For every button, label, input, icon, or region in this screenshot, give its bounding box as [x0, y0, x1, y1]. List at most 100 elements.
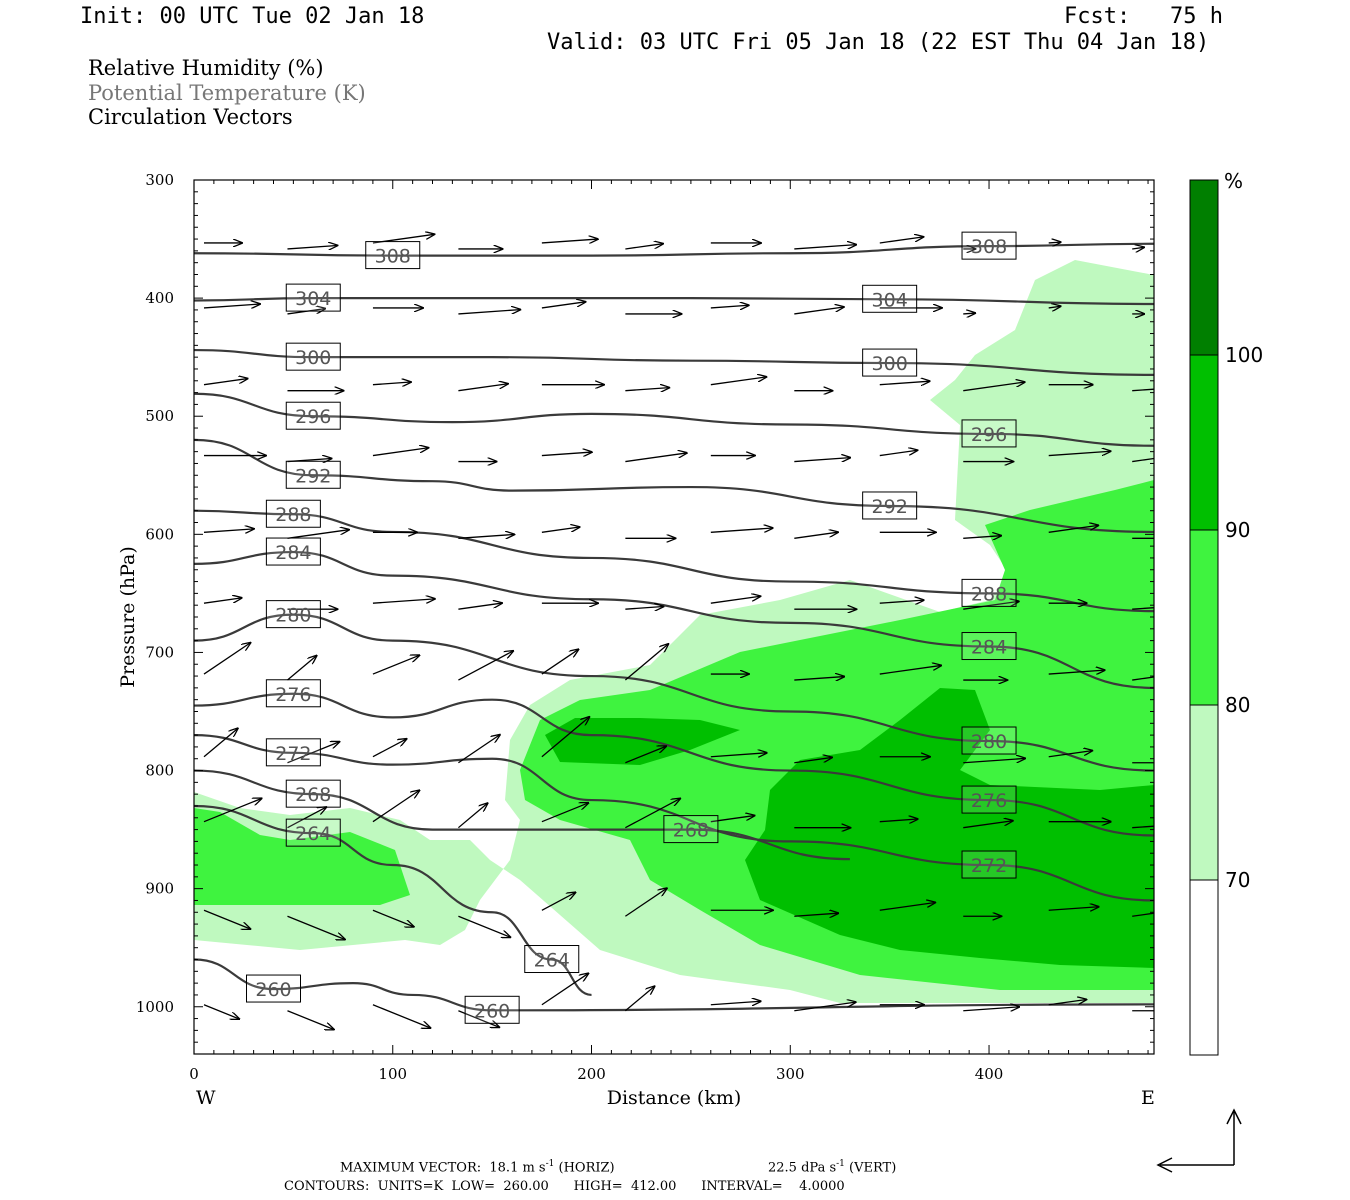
circulation-vector — [541, 717, 589, 758]
circulation-vector — [203, 728, 238, 758]
circulation-vector — [541, 803, 588, 823]
colorbar-level-90: 90 — [1225, 518, 1250, 542]
circulation-vector — [710, 528, 773, 533]
theta-contour-264 — [194, 804, 592, 997]
theta-contour-label-text: 284 — [275, 542, 311, 564]
circulation-vector — [541, 649, 578, 675]
circulation-vector — [794, 458, 850, 462]
footer-max-vector-vert: 22.5 dPa s-1 (VERT) — [768, 1160, 897, 1176]
theta-contour-308 — [194, 242, 1154, 257]
forecast-hour: Fcst: 75 h — [1064, 4, 1223, 29]
circulation-vector — [710, 305, 749, 308]
circulation-vector — [625, 607, 663, 610]
circulation-vector — [625, 746, 666, 764]
circulation-vector — [710, 753, 767, 757]
circulation-vector — [963, 313, 975, 314]
theta-contour-label-268: 268 — [663, 815, 719, 844]
theta-contour-284 — [194, 550, 1154, 689]
theta-contour-label-text: 296 — [295, 406, 331, 428]
x-tick-label: 400 — [975, 1065, 1004, 1083]
circulation-vector — [794, 677, 844, 680]
theta-contour-label-308: 308 — [365, 241, 421, 270]
theta-contour-label-296: 296 — [285, 401, 341, 430]
theta-contour-292 — [194, 438, 1154, 534]
circulation-vector — [458, 384, 508, 392]
theta-contour-label-text: 308 — [971, 236, 1007, 258]
init-time: Init: 00 UTC Tue 02 Jan 18 — [80, 4, 425, 29]
circulation-vector — [372, 382, 411, 385]
theta-contour-label-text: 296 — [971, 424, 1007, 446]
theta-contour-label-300: 300 — [285, 342, 341, 371]
x-tick-label: 100 — [378, 1065, 407, 1083]
theta-contour-label-text: 276 — [275, 684, 311, 706]
theta-contour-288 — [194, 509, 1154, 613]
colorbar-level-80: 80 — [1225, 693, 1250, 717]
circulation-vector — [203, 598, 242, 604]
circulation-vector — [1132, 388, 1154, 392]
circulation-vector — [879, 450, 918, 457]
rh-90-100-region — [745, 688, 1154, 968]
circulation-vector — [794, 245, 856, 250]
theta-contour-280 — [194, 613, 1154, 772]
theta-contour-304 — [194, 297, 1154, 306]
circulation-vector — [625, 799, 680, 829]
circulation-vector — [541, 239, 598, 243]
footer-max-vector: MAXIMUM VECTOR: 18.1 m s-1 (HORIZ) — [340, 1159, 615, 1176]
theta-contour-label-280: 280 — [961, 726, 1017, 755]
colorbar-level-100: 100 — [1225, 343, 1263, 367]
circulation-vector — [710, 596, 761, 604]
colorbar-swatch-below-70 — [1190, 880, 1218, 1055]
circulation-vector — [203, 1004, 239, 1019]
colorbar-frame — [1189, 179, 1219, 1056]
valid-time: Valid: 03 UTC Fri 05 Jan 18 (22 EST Thu … — [547, 30, 1210, 55]
theta-contour-label-264: 264 — [524, 945, 580, 974]
circulation-vector — [1132, 912, 1154, 917]
circulation-vector — [963, 821, 1013, 829]
circulation-vector — [541, 302, 586, 309]
circulation-vector — [372, 1004, 430, 1028]
theta-contour-label-276: 276 — [961, 785, 1017, 814]
max-vector-label: MAXIMUM VECTOR: — [340, 1160, 482, 1176]
circulation-vector — [794, 1002, 855, 1012]
theta-contour-label-text: 276 — [971, 790, 1007, 812]
circulation-vector — [458, 310, 520, 315]
y-tick-label: 400 — [145, 289, 174, 307]
circulation-vector — [203, 379, 248, 386]
y-tick-label: 1000 — [136, 998, 174, 1016]
circulation-vector — [457, 803, 487, 829]
circulation-vector — [287, 1010, 333, 1030]
theta-contour-label-276: 276 — [265, 679, 321, 708]
circulation-vector — [372, 599, 435, 604]
circulation-vector — [1048, 451, 1111, 457]
x-tick-label: 200 — [577, 1065, 606, 1083]
circulation-vector — [541, 973, 588, 1006]
west-label: W — [196, 1087, 216, 1109]
circulation-vector — [879, 381, 930, 384]
theta-contour-label-260: 260 — [464, 995, 520, 1024]
circulation-vector — [625, 453, 686, 463]
y-axis-label: Pressure (hPa) — [117, 546, 139, 688]
circulation-vector — [710, 1001, 761, 1004]
theta-contour-label-288: 288 — [265, 499, 321, 528]
circulation-vector — [625, 388, 669, 391]
y-tick-label: 300 — [145, 171, 174, 189]
circulation-vector — [624, 986, 654, 1012]
rh-90-100-west-region — [545, 718, 740, 765]
theta-contour-label-text: 284 — [971, 637, 1007, 659]
theta-contour-label-292: 292 — [862, 491, 918, 520]
legend-circulation-vectors: Circulation Vectors — [88, 105, 293, 129]
theta-contour-label-264: 264 — [285, 818, 341, 847]
x-tick-label: 300 — [776, 1065, 805, 1083]
horiz-exponent: -1 — [545, 1159, 555, 1169]
vert-suffix: (VERT) — [844, 1160, 897, 1176]
axis-tick-layer — [193, 179, 1154, 1055]
circulation-vector — [203, 643, 250, 675]
theta-contour-label-text: 308 — [375, 246, 411, 268]
theta-contour-label-300: 300 — [862, 348, 918, 377]
colorbar-swatch-80-90 — [1190, 530, 1218, 705]
circulation-vector — [372, 448, 428, 457]
theta-contour-label-text: 260 — [255, 979, 291, 1001]
theta-contour-label-304: 304 — [862, 284, 918, 313]
circulation-vector — [794, 913, 838, 916]
